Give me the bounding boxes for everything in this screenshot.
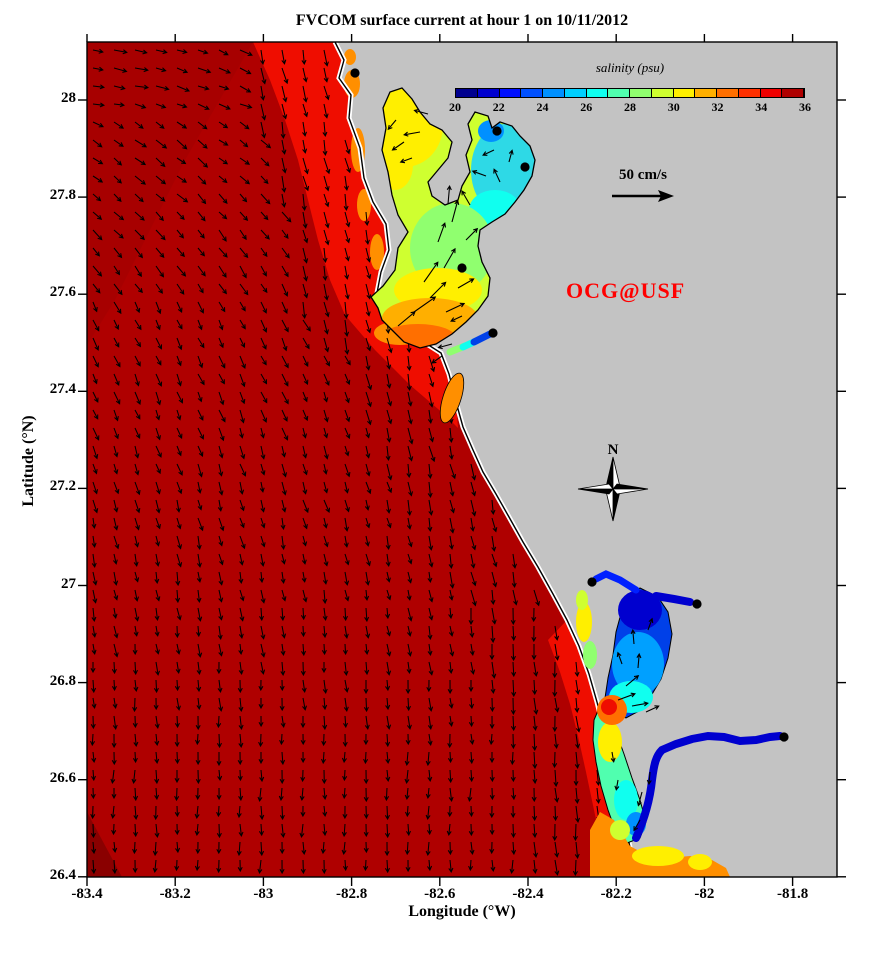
colorbar-tick-label: 26 — [580, 100, 593, 114]
xtick-label: -82.4 — [512, 886, 544, 902]
corner-maroon-patch — [87, 812, 122, 877]
myakka-river — [592, 570, 640, 594]
colorbar-tick-label: 36 — [799, 100, 811, 114]
station-marker — [492, 126, 502, 136]
tampa-bay — [370, 87, 536, 349]
station-marker — [692, 599, 702, 609]
colorbar-segment — [586, 89, 609, 97]
figure-title: FVCOM surface current at hour 1 on 10/11… — [295, 12, 629, 29]
compass-north-label: N — [607, 442, 619, 458]
ytick-label: 26.6 — [49, 769, 76, 786]
ytick-label: 27.4 — [49, 381, 76, 398]
colorbar-segment — [521, 89, 543, 97]
offshore-dark-patch — [87, 42, 253, 345]
colorbar-segment — [673, 89, 696, 97]
ocg-credit: OCG@USF — [566, 278, 686, 303]
current-vectors — [90, 48, 623, 877]
colorbar-segment — [499, 89, 522, 97]
xtick-label: -81.8 — [776, 886, 809, 902]
station-marker — [587, 577, 597, 587]
station-marker — [520, 162, 530, 172]
xtick-label: -82.6 — [424, 886, 456, 902]
gulf-water — [87, 42, 637, 877]
colorbar-segment — [564, 89, 587, 97]
colorbar-segment — [695, 89, 717, 97]
xtick-label: -82.2 — [600, 886, 632, 902]
xtick-label: -83 — [253, 886, 274, 902]
station-marker — [350, 68, 360, 78]
sarasota-bay — [439, 372, 465, 424]
colorbar-segment — [543, 89, 565, 97]
xtick-label: -82 — [694, 886, 715, 902]
colorbar-segment — [630, 89, 652, 97]
bay-current-vectors — [387, 108, 660, 832]
station-marker — [488, 328, 498, 338]
colorbar-segment — [608, 89, 630, 97]
y-axis-label: Latitude (°N) — [20, 415, 37, 507]
peace-river — [652, 592, 694, 606]
ytick-label: 27.6 — [49, 284, 76, 301]
axes-box — [86, 41, 838, 878]
ytick-label: 26.8 — [49, 672, 76, 689]
colorbar-segment — [477, 89, 500, 97]
axis-ticks — [78, 34, 846, 886]
colorbar-segment — [760, 89, 783, 97]
colorbar-segment — [717, 89, 739, 97]
ytick-label: 27 — [61, 575, 76, 592]
caloosahatchee-river — [632, 731, 784, 842]
xtick-label: -83.2 — [159, 886, 191, 902]
colorbar-segment — [651, 89, 674, 97]
station-marker — [779, 732, 789, 742]
colorbar-tick-label: 30 — [667, 100, 680, 114]
ytick-label: 26.4 — [49, 866, 76, 883]
manatee-river — [446, 330, 494, 356]
scale-vector-label: 50 cm/s — [619, 167, 667, 183]
ytick-label: 27.2 — [49, 478, 76, 495]
x-axis-label: Longitude (°W) — [408, 903, 516, 920]
colorbar-tick-label: 32 — [711, 100, 724, 114]
ytick-label: 27.8 — [49, 187, 76, 204]
xtick-label: -82.8 — [335, 886, 368, 902]
colorbar-tick-label: 24 — [536, 100, 549, 114]
colorbar-segment — [738, 89, 761, 97]
station-marker — [457, 263, 467, 273]
colorbar-label: salinity (psu) — [595, 60, 665, 75]
colorbar-tick-label: 20 — [449, 100, 461, 114]
colorbar-tick-label: 34 — [755, 100, 768, 114]
colorbar — [455, 88, 805, 98]
compass-icon — [577, 456, 649, 522]
river-station-markers — [350, 68, 789, 742]
colorbar-segment — [456, 89, 478, 97]
ytick-label: 28 — [61, 90, 76, 106]
colorbar-tick-label: 28 — [624, 100, 636, 114]
xtick-label: -83.4 — [71, 886, 103, 902]
scale-arrow-icon — [612, 190, 674, 202]
colorbar-segment — [782, 89, 804, 97]
colorbar-tick-label: 22 — [492, 100, 505, 114]
